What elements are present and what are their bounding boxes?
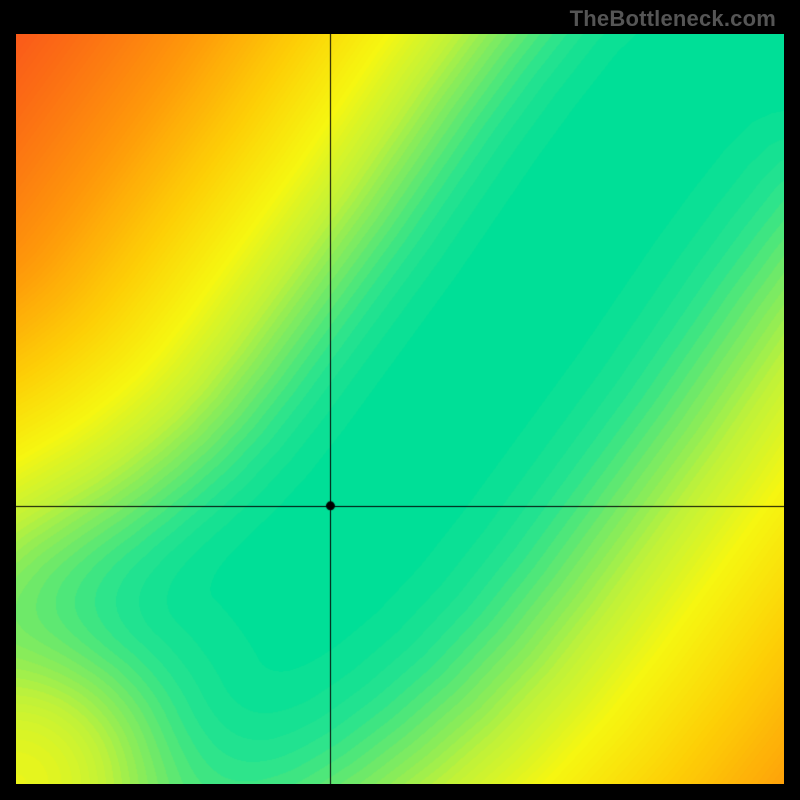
figure-container: TheBottleneck.com — [0, 0, 800, 800]
watermark-text: TheBottleneck.com — [570, 6, 776, 32]
heatmap-canvas — [16, 34, 784, 784]
